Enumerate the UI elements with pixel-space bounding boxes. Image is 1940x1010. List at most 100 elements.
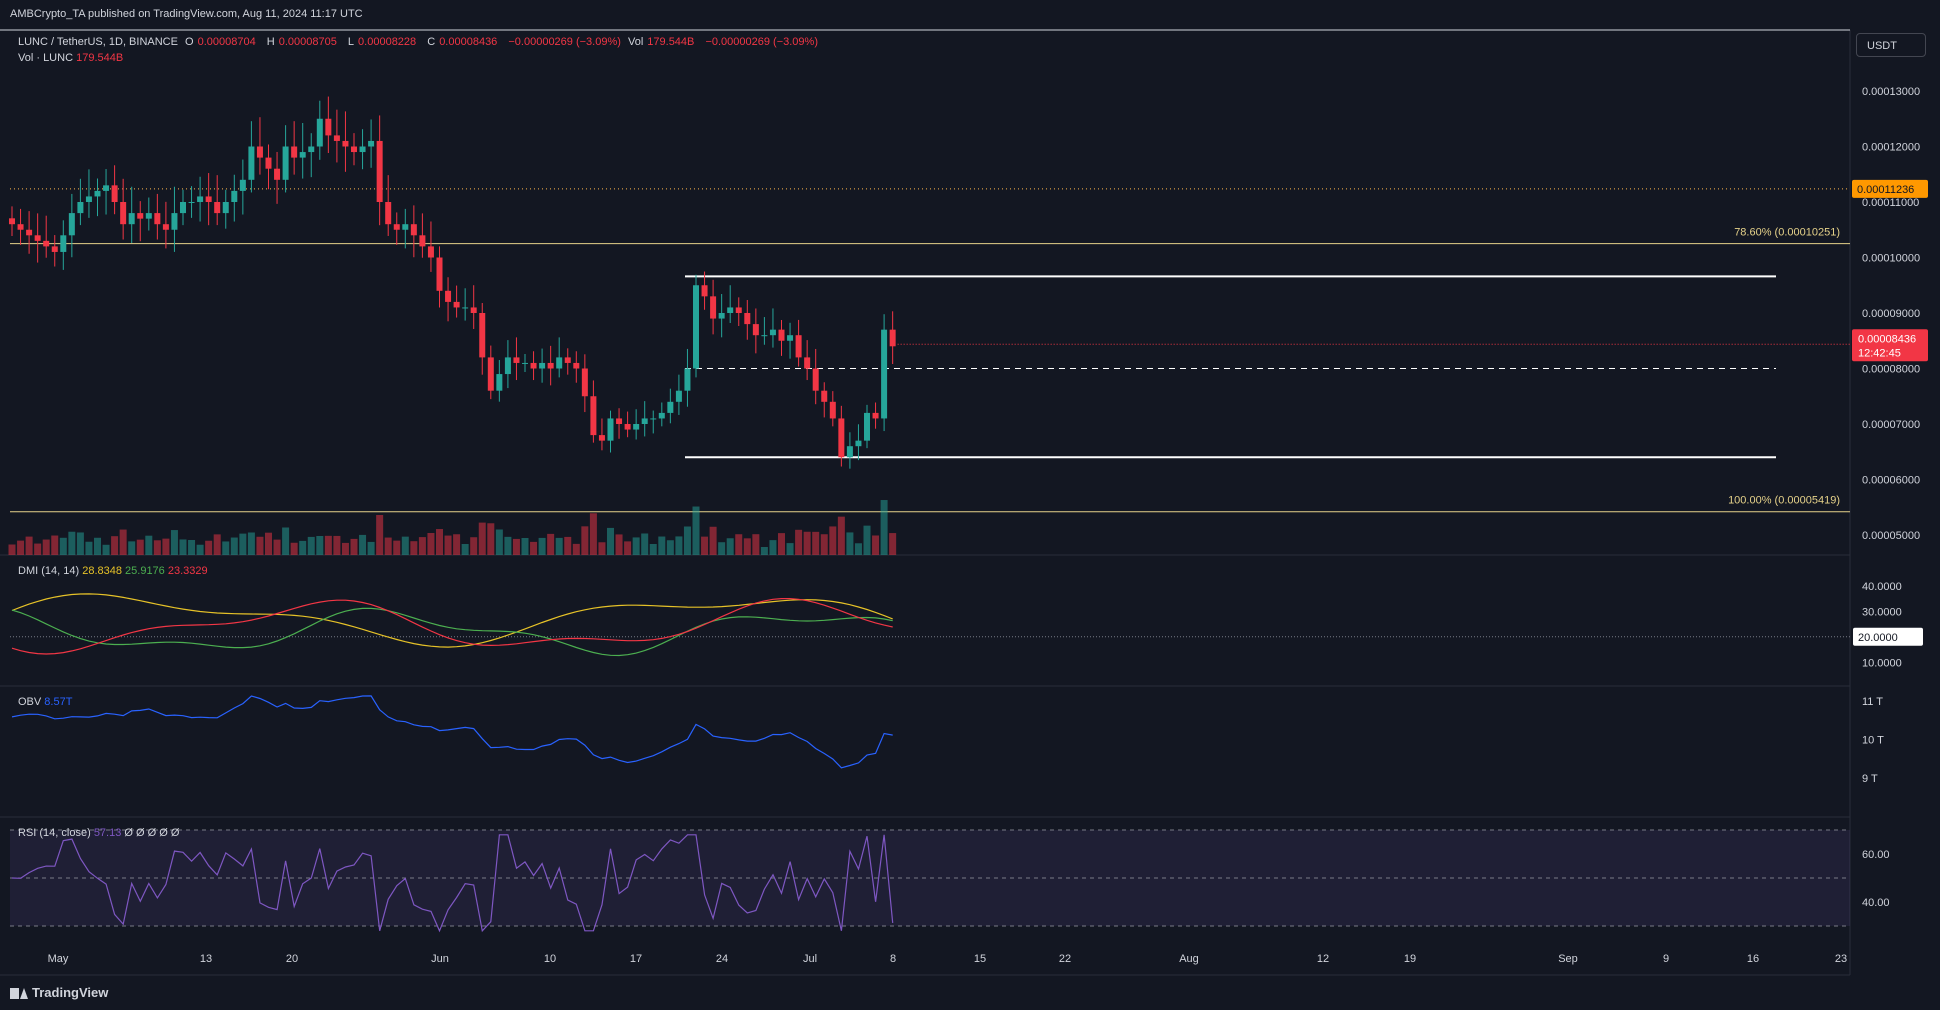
candle-body: [316, 118, 323, 147]
candle-body: [539, 362, 546, 369]
candle-body: [265, 157, 272, 169]
volume-bar: [427, 533, 435, 555]
candle-body: [197, 196, 204, 202]
volume-bar: [290, 542, 298, 555]
ohlc-close: C 0.00008436: [427, 36, 501, 48]
volume-bar: [820, 534, 828, 555]
volume-bar: [179, 539, 187, 555]
candle-body: [162, 224, 169, 230]
candle-body: [248, 146, 255, 180]
volume-bar: [25, 536, 33, 555]
candle-body: [94, 190, 101, 197]
candle-body: [351, 146, 357, 153]
candle-body: [410, 224, 417, 236]
vol-inline: Vol 179.544B: [628, 36, 698, 48]
volume-bar: [837, 516, 845, 555]
volume-bar: [196, 544, 204, 555]
volume-bar: [239, 533, 247, 555]
volume-bar: [812, 531, 820, 555]
volume-bar: [538, 537, 546, 555]
candle-body: [598, 435, 605, 441]
candle-body: [693, 285, 699, 369]
volume-bar: [632, 537, 640, 555]
candle-body: [804, 357, 811, 369]
candle-body: [701, 285, 708, 297]
volume-bar: [752, 534, 760, 555]
volume-bar: [829, 526, 837, 555]
ohlc-low-label: L: [347, 36, 355, 48]
volume-bar: [410, 541, 418, 555]
candle-body: [846, 446, 853, 458]
candle-body: [564, 357, 571, 363]
candle-body: [239, 179, 246, 191]
volume-bar: [68, 531, 76, 555]
volume-bar: [572, 543, 580, 555]
volume-bar: [607, 527, 614, 555]
candle-body: [624, 424, 631, 430]
rsi-tick-label: 40.00: [1862, 897, 1890, 909]
ohlc-open-value: 0.00008704: [197, 36, 256, 48]
candle-body: [43, 240, 50, 247]
candle-body: [453, 301, 460, 308]
candle-body: [838, 418, 845, 458]
candle-body: [752, 324, 759, 336]
volume-bar: [350, 538, 358, 555]
volume-bar: [854, 543, 862, 555]
candle-body: [718, 313, 725, 319]
volume-bar: [359, 534, 367, 555]
volume-bar: [709, 526, 717, 555]
time-axis-label: May: [48, 953, 69, 965]
volume-bar: [658, 536, 666, 555]
candle-body: [641, 418, 648, 424]
volume-bar: [478, 522, 486, 555]
last-price-tag-bg: [1852, 329, 1928, 362]
volume-bar: [128, 541, 136, 555]
fib-100-label: 100.00% (0.00005419): [1728, 495, 1840, 507]
candle-body: [180, 202, 186, 214]
time-axis-label: 8: [890, 953, 896, 965]
volume-bar: [230, 537, 238, 555]
volume-bar: [94, 537, 101, 555]
candle-body: [812, 368, 819, 391]
dmi-adx-value: 28.8348: [82, 565, 122, 577]
volume-bar: [367, 541, 375, 555]
volume-bar: [85, 541, 93, 555]
candle-body: [855, 440, 862, 447]
volume-bar: [726, 538, 734, 555]
time-axis-label: 17: [630, 953, 642, 965]
volume-bar: [162, 538, 170, 555]
obv-tick-label: 9 T: [1862, 773, 1878, 785]
candle-body: [231, 190, 238, 202]
candle-body: [299, 152, 306, 158]
volume-bar: [615, 534, 623, 555]
volume-bar: [743, 538, 751, 555]
fib-786-label: 78.60% (0.00010251): [1734, 227, 1840, 239]
candle-body: [325, 118, 332, 136]
volume-bar: [555, 537, 563, 555]
dmi-minus-line: [11, 598, 893, 655]
candle-body: [60, 235, 67, 252]
volume-bar: [547, 533, 555, 555]
level-tag-bg: [1852, 179, 1928, 198]
candle-body: [650, 418, 657, 420]
candle-body: [864, 412, 870, 441]
currency-button[interactable]: USDT: [1856, 33, 1926, 57]
volume-legend: Vol · LUNC 179.544B: [18, 52, 123, 64]
tradingview-logo[interactable]: TradingView: [10, 985, 108, 1000]
vol-change: −0.00000269 (−3.09%): [705, 36, 818, 48]
candle-body: [137, 213, 144, 219]
time-axis-label: 13: [200, 953, 212, 965]
dmi-level-tag: 20.0000: [1858, 632, 1898, 644]
candle-body: [633, 424, 640, 430]
price-tick-label: 0.00009000: [1862, 308, 1920, 320]
rsi-extra: Ø Ø Ø Ø Ø: [124, 827, 180, 839]
rsi-line: [11, 834, 894, 933]
candle-body: [9, 218, 15, 225]
volume-bar: [136, 539, 144, 555]
candle-body: [581, 368, 588, 397]
candle-body: [667, 401, 674, 413]
vol-inline-label: Vol: [627, 36, 644, 48]
volume-bar: [307, 536, 315, 555]
dmi-minus-value: 23.3329: [167, 565, 208, 577]
